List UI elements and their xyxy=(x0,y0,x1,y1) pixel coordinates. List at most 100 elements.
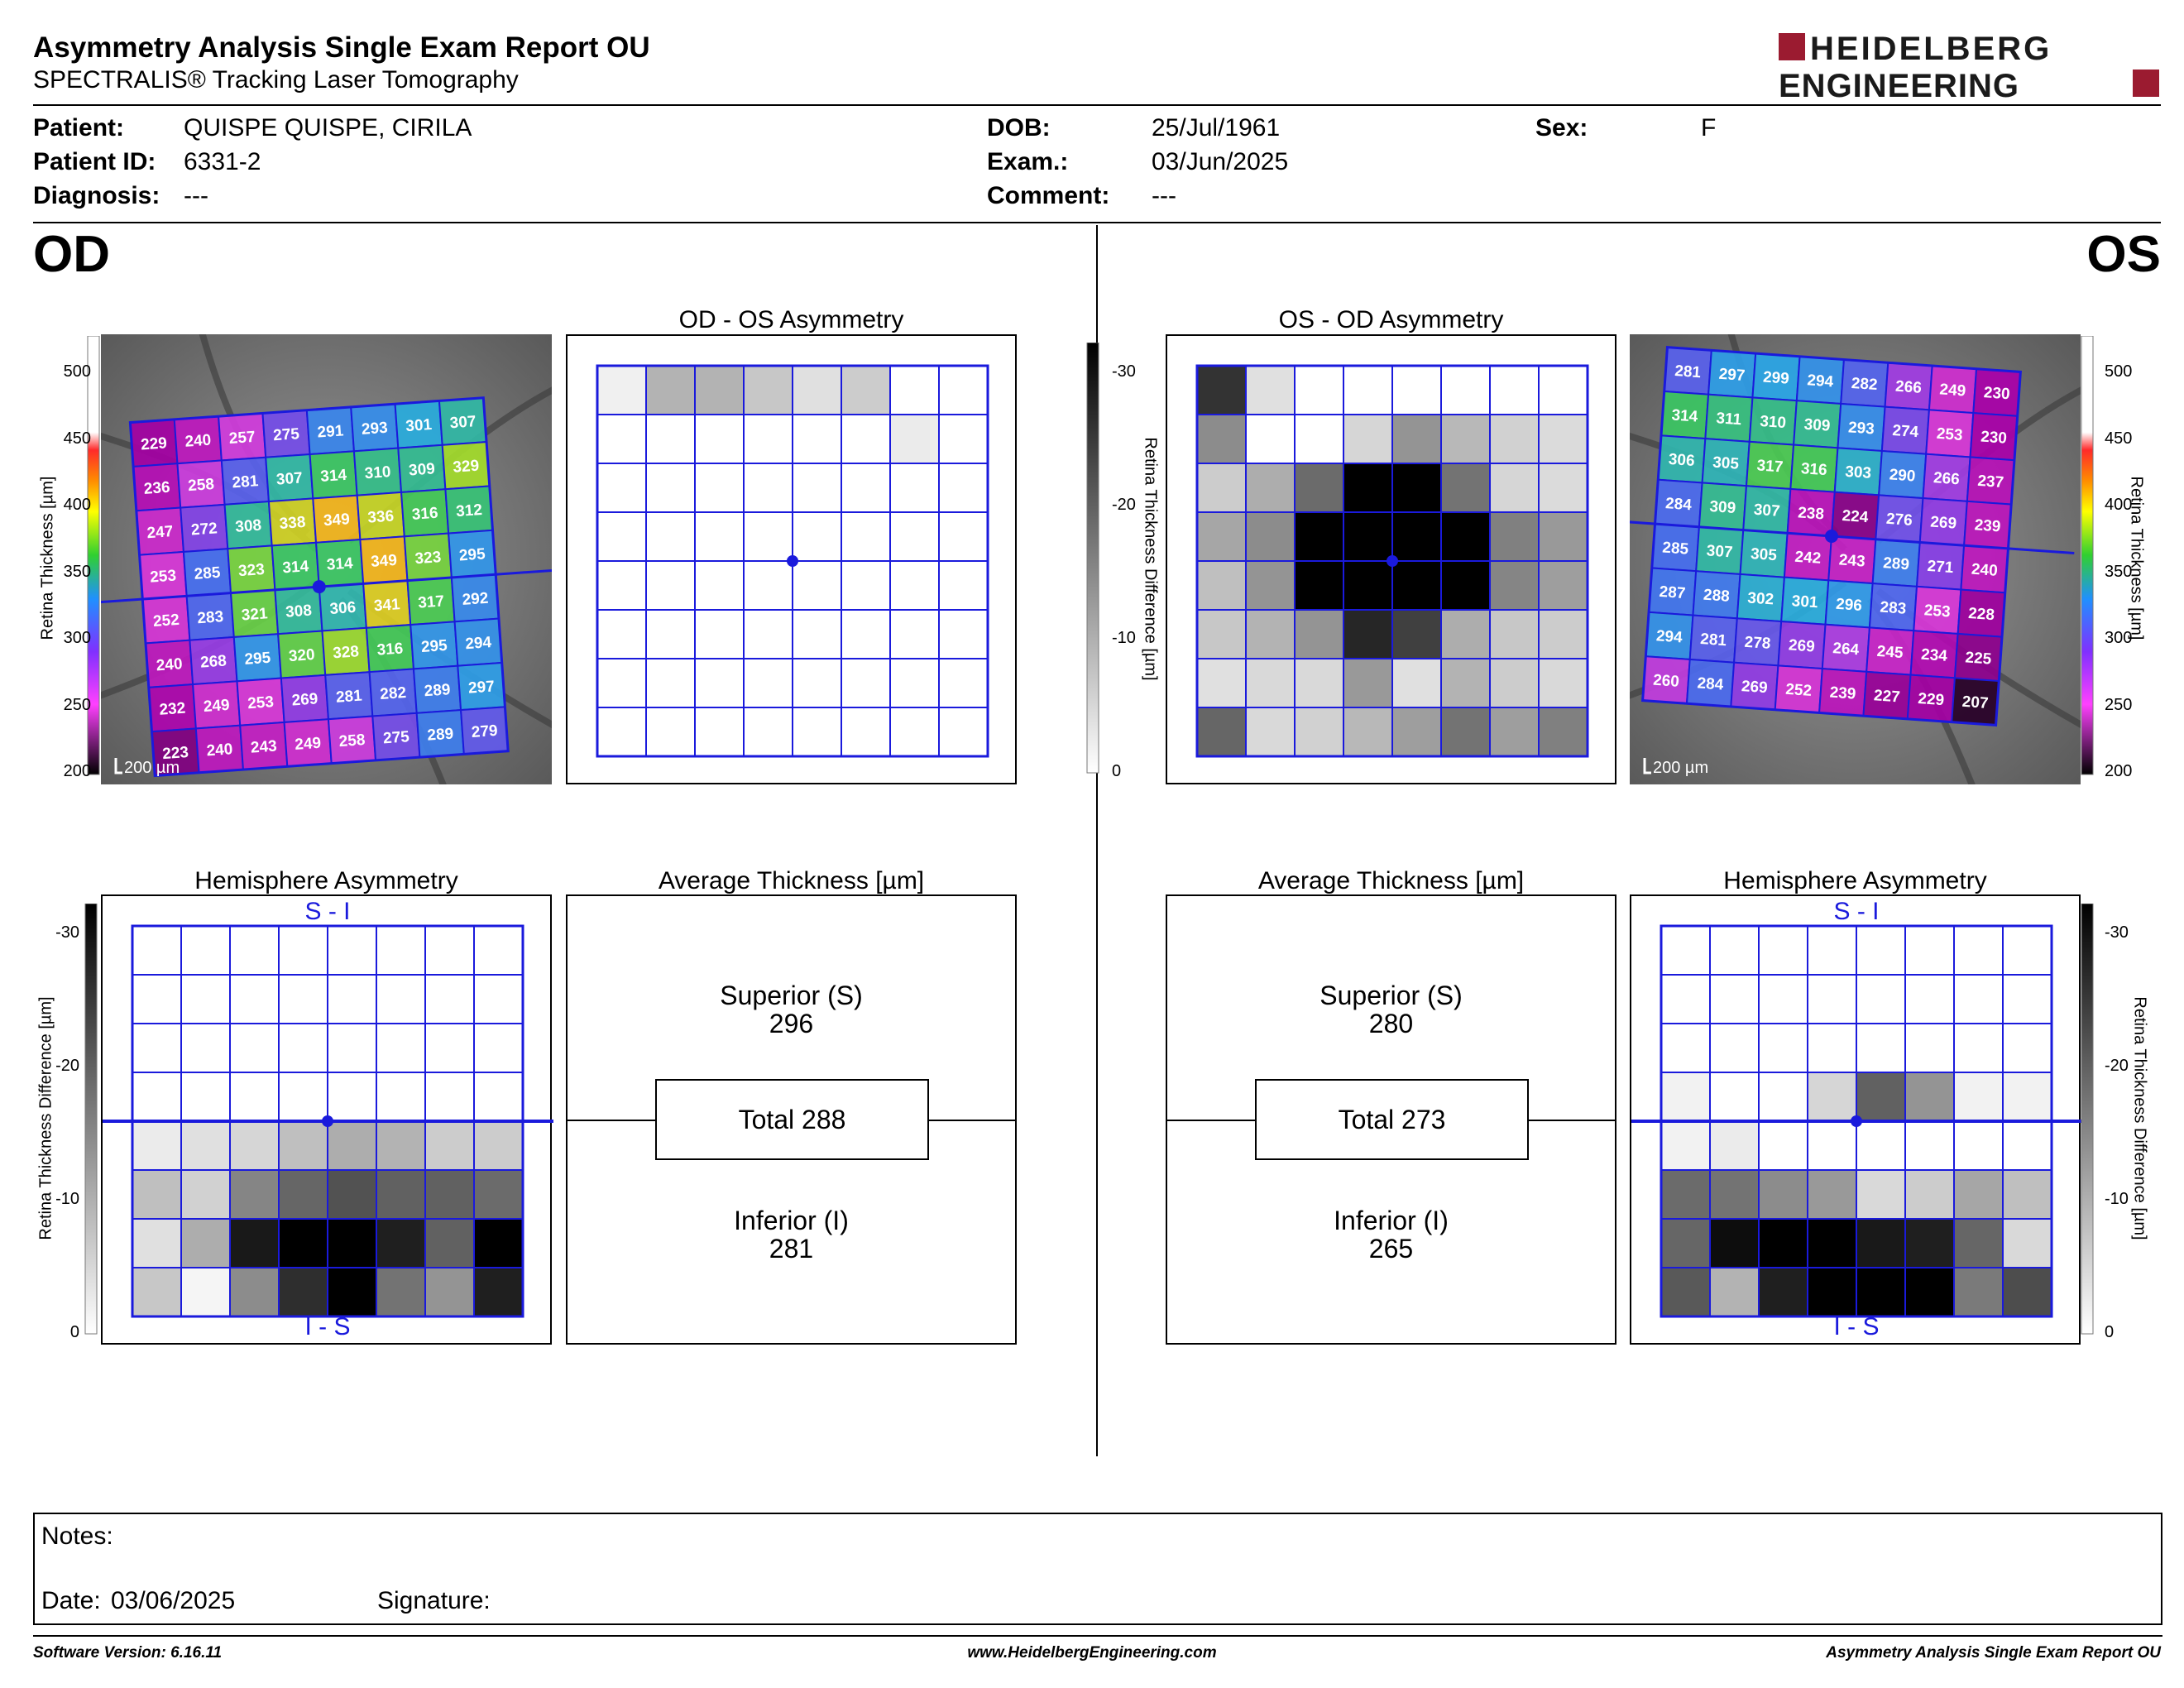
grid-cell xyxy=(1391,658,1442,708)
grid-cell xyxy=(1953,1267,2004,1317)
grid-cell xyxy=(229,1120,280,1171)
grid-cell xyxy=(841,511,891,562)
thickness-value: 338 xyxy=(279,514,306,533)
od-fundus-image: 229 240 257 275 291 293 301 307 236 258 281 307 314 3… xyxy=(101,334,552,784)
grid-cell xyxy=(1489,560,1540,611)
grid-cell xyxy=(473,1023,524,1073)
grid-cell xyxy=(694,707,745,757)
grid-cell xyxy=(1196,463,1247,513)
thickness-value: 281 xyxy=(335,688,363,707)
grid-cell xyxy=(1294,560,1344,611)
thickness-value: 308 xyxy=(235,517,262,536)
grid-cell xyxy=(743,707,793,757)
thickness-value: 237 xyxy=(1977,472,2004,492)
grid-cell xyxy=(1758,1072,1808,1122)
od-hemi-title: Hemisphere Asymmetry xyxy=(194,867,458,894)
grid-cell xyxy=(473,1267,524,1317)
grid-cell xyxy=(278,1218,328,1268)
grid-cell xyxy=(1660,1120,1711,1171)
grid-cell xyxy=(1904,1072,1955,1122)
notes-panel: Notes: Date: 03/06/2025 Signature: xyxy=(33,1513,2162,1625)
diagnosis-value: --- xyxy=(184,182,208,209)
thickness-value: 307 xyxy=(1753,501,1780,520)
grid-cell xyxy=(1294,463,1344,513)
scale-tick-label: -10 xyxy=(2105,1190,2129,1208)
grid-cell xyxy=(938,414,989,464)
thickness-value: 295 xyxy=(458,545,486,564)
grid-cell xyxy=(841,560,891,611)
os-od-asym-title: OS - OD Asymmetry xyxy=(1278,306,1504,333)
thickness-value: 240 xyxy=(156,655,183,674)
od-eye-label: OD xyxy=(33,226,110,283)
grid-cell xyxy=(1196,511,1247,562)
thickness-value: 281 xyxy=(1700,631,1728,650)
scale-tick-label: 500 xyxy=(63,362,91,381)
grid-cell xyxy=(1709,1023,1760,1073)
grid-cell xyxy=(473,1120,524,1171)
thickness-value: 266 xyxy=(1933,469,1960,488)
grid-cell xyxy=(473,925,524,976)
grid-cell xyxy=(1856,974,1906,1024)
report-title: Asymmetry Analysis Single Exam Report OU xyxy=(33,31,650,64)
grid-cell xyxy=(2002,1120,2052,1171)
grid-cell xyxy=(889,609,940,659)
grid-cell xyxy=(792,609,842,659)
thickness-value: 249 xyxy=(295,735,322,754)
od-thickness-scale xyxy=(33,335,108,776)
thickness-value: 305 xyxy=(1750,545,1778,564)
thickness-value: 289 xyxy=(427,726,454,745)
grid-cell xyxy=(132,1023,182,1073)
grid-cell xyxy=(889,511,940,562)
od-inferior-label: Inferior (I) xyxy=(734,1206,849,1235)
grid-cell xyxy=(229,1169,280,1220)
scale-tick-label: -10 xyxy=(55,1190,79,1208)
patient-id: 6331-2 xyxy=(184,148,261,175)
grid-cell xyxy=(841,414,891,464)
grid-cell xyxy=(424,1072,475,1122)
grid-cell xyxy=(180,1267,231,1317)
os-inferior-value: 265 xyxy=(1368,1233,1414,1264)
os-hemi-panel: S - I I - S xyxy=(1630,894,2082,1345)
grid-cell xyxy=(938,365,989,415)
grid-cell xyxy=(1538,609,1588,659)
os-thickness-axis-label: Retina Thickness [µm] xyxy=(2127,476,2146,640)
date-label: Date: xyxy=(41,1587,101,1614)
thickness-value: 240 xyxy=(1971,561,1998,580)
grid-cell xyxy=(645,463,696,513)
grid-cell xyxy=(1660,1072,1711,1122)
grid-cell xyxy=(743,609,793,659)
grid-cell xyxy=(596,609,647,659)
grid-cell xyxy=(132,1072,182,1122)
scale-tick-label: 250 xyxy=(63,695,91,714)
od-thickness-axis-label: Retina Thickness [µm] xyxy=(38,476,57,640)
thickness-value: 240 xyxy=(184,432,212,451)
grid-cell xyxy=(694,414,745,464)
date-value: 03/06/2025 xyxy=(111,1587,236,1614)
grid-cell xyxy=(278,1023,328,1073)
grid-cell xyxy=(473,1169,524,1220)
os-od-asym-panel xyxy=(1166,334,1616,784)
thickness-value: 272 xyxy=(190,520,218,539)
grid-cell xyxy=(1856,925,1906,976)
thickness-value: 229 xyxy=(1918,690,1945,709)
website-link[interactable]: www.HeidelbergEngineering.com xyxy=(967,1644,1217,1662)
grid-cell xyxy=(327,1120,377,1171)
thickness-value: 321 xyxy=(241,605,269,624)
grid-cell xyxy=(645,365,696,415)
os-superior-label: Superior (S) xyxy=(1320,981,1463,1010)
scale-tick-label: -20 xyxy=(55,1057,79,1075)
fovea-marker xyxy=(787,555,798,567)
grid-cell xyxy=(180,1023,231,1073)
grid-cell xyxy=(376,1218,426,1268)
grid-cell xyxy=(229,1218,280,1268)
grid-cell xyxy=(1245,658,1296,708)
grid-cell xyxy=(1343,414,1393,464)
grid-cell xyxy=(1953,1120,2004,1171)
thickness-value: 269 xyxy=(1741,678,1768,697)
thickness-value: 293 xyxy=(361,420,388,439)
thickness-value: 266 xyxy=(1894,378,1922,397)
thickness-value: 275 xyxy=(273,425,301,444)
grid-cell xyxy=(596,560,647,611)
grid-cell xyxy=(1538,365,1588,415)
grid-cell xyxy=(596,707,647,757)
